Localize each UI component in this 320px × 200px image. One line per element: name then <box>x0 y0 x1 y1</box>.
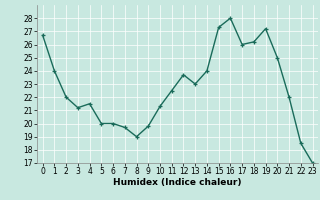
X-axis label: Humidex (Indice chaleur): Humidex (Indice chaleur) <box>113 178 242 187</box>
